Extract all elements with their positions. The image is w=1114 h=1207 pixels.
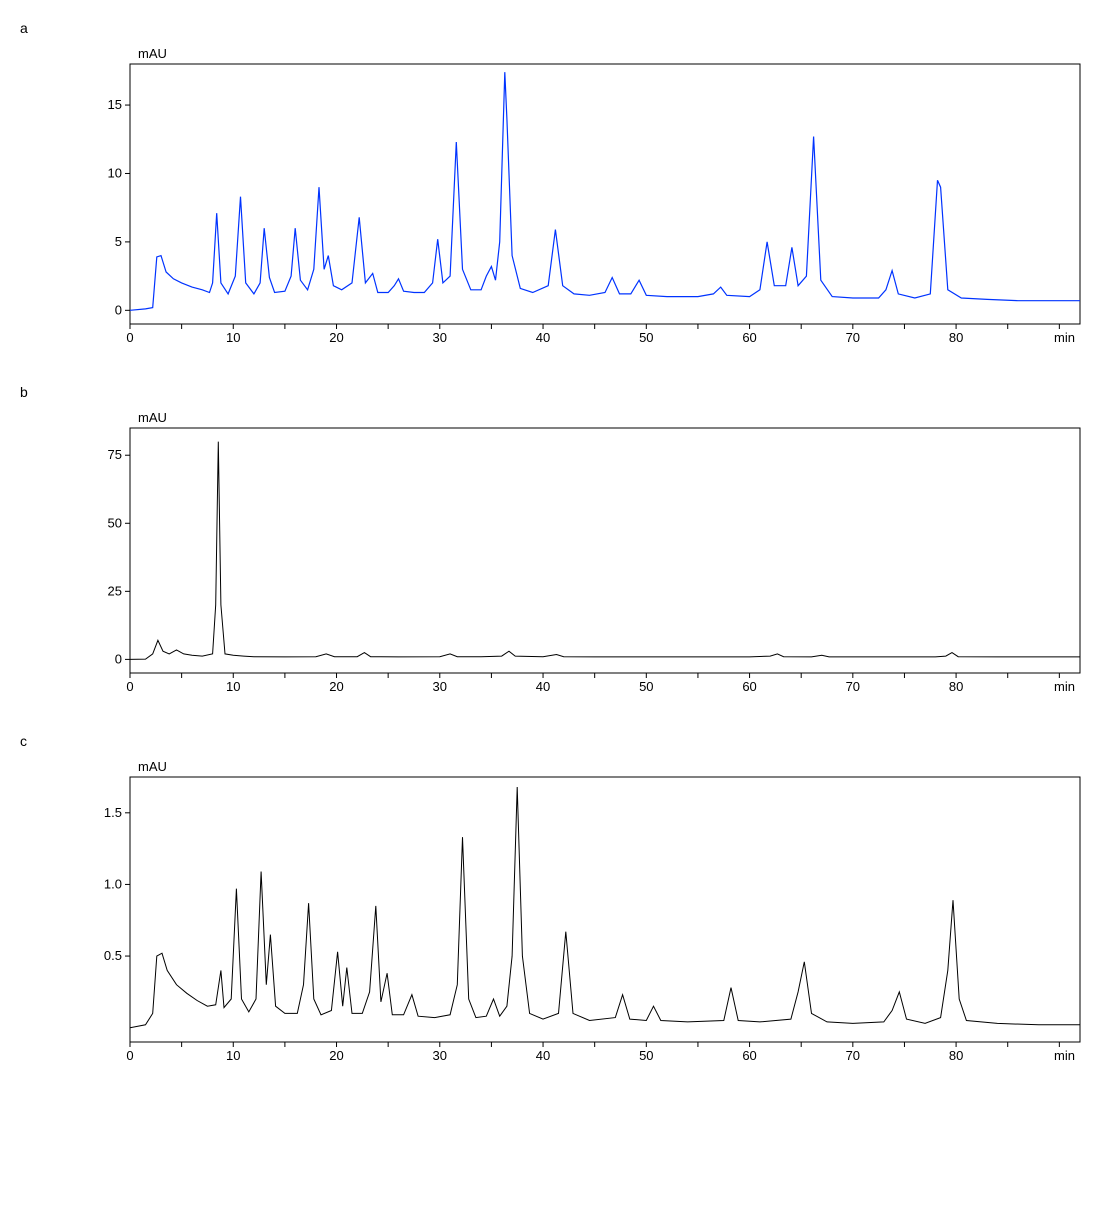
x-axis-unit-label: min — [1054, 679, 1075, 694]
x-tick-label: 50 — [639, 1048, 653, 1063]
chart-b: mAU 0 10 20 30 40 50 60 70 80 0 25 50 75 min — [80, 406, 1090, 703]
plot-border — [130, 428, 1080, 673]
chart-a: mAU 0 10 20 30 40 50 60 70 80 0 5 10 15 min — [80, 42, 1090, 354]
x-tick-label: 10 — [226, 679, 240, 694]
x-tick-label: 20 — [329, 679, 343, 694]
x-tick-label: 40 — [536, 1048, 550, 1063]
x-tick-label: 30 — [433, 1048, 447, 1063]
y-tick-label: 0.5 — [104, 948, 122, 963]
y-axis-unit-label: mAU — [138, 410, 167, 425]
y-tick-label: 15 — [108, 97, 122, 112]
panel-b: b mAU 0 10 20 30 40 50 60 70 80 0 25 50 75 min — [20, 384, 1094, 703]
x-axis-unit-label: min — [1054, 330, 1075, 345]
x-tick-label: 20 — [329, 1048, 343, 1063]
y-axis-unit-label: mAU — [138, 46, 167, 61]
x-tick-label: 60 — [742, 679, 756, 694]
x-tick-label: 80 — [949, 679, 963, 694]
chart-wrap-b: mAU 0 10 20 30 40 50 60 70 80 0 25 50 75 min — [80, 406, 1094, 703]
y-tick-label: 5 — [115, 234, 122, 249]
panel-a: a mAU 0 10 20 30 40 50 60 70 80 0 5 10 15 min — [20, 20, 1094, 354]
x-axis-unit-label: min — [1054, 1048, 1075, 1063]
y-tick-label: 25 — [108, 583, 122, 598]
y-tick-label: 50 — [108, 515, 122, 530]
y-tick-label: 1.5 — [104, 805, 122, 820]
x-tick-label: 0 — [126, 679, 133, 694]
x-tick-label: 0 — [126, 330, 133, 345]
x-tick-label: 0 — [126, 1048, 133, 1063]
y-tick-label: 0 — [115, 651, 122, 666]
x-tick-label: 60 — [742, 330, 756, 345]
x-tick-label: 30 — [433, 330, 447, 345]
x-tick-label: 80 — [949, 330, 963, 345]
x-tick-label: 40 — [536, 330, 550, 345]
x-tick-label: 60 — [742, 1048, 756, 1063]
x-tick-label: 70 — [846, 679, 860, 694]
plot-border — [130, 777, 1080, 1042]
panel-label-a: a — [20, 20, 1094, 36]
x-tick-label: 50 — [639, 330, 653, 345]
y-tick-label: 75 — [108, 447, 122, 462]
x-tick-label: 70 — [846, 1048, 860, 1063]
x-tick-label: 20 — [329, 330, 343, 345]
chart-c: mAU 0 10 20 30 40 50 60 70 80 0.5 1.0 1.5 min — [80, 755, 1090, 1072]
y-axis-unit-label: mAU — [138, 759, 167, 774]
x-tick-label: 30 — [433, 679, 447, 694]
x-tick-label: 50 — [639, 679, 653, 694]
y-tick-label: 10 — [108, 165, 122, 180]
panel-c: c mAU 0 10 20 30 40 50 60 70 80 0.5 1.0 1.5 min — [20, 733, 1094, 1072]
x-tick-label: 40 — [536, 679, 550, 694]
x-tick-label: 80 — [949, 1048, 963, 1063]
x-tick-label: 10 — [226, 1048, 240, 1063]
chart-wrap-a: mAU 0 10 20 30 40 50 60 70 80 0 5 10 15 min — [80, 42, 1094, 354]
chart-wrap-c: mAU 0 10 20 30 40 50 60 70 80 0.5 1.0 1.5 min — [80, 755, 1094, 1072]
y-tick-label: 1.0 — [104, 876, 122, 891]
panel-label-c: c — [20, 733, 1094, 749]
panel-label-b: b — [20, 384, 1094, 400]
x-tick-label: 10 — [226, 330, 240, 345]
y-tick-label: 0 — [115, 302, 122, 317]
x-tick-label: 70 — [846, 330, 860, 345]
